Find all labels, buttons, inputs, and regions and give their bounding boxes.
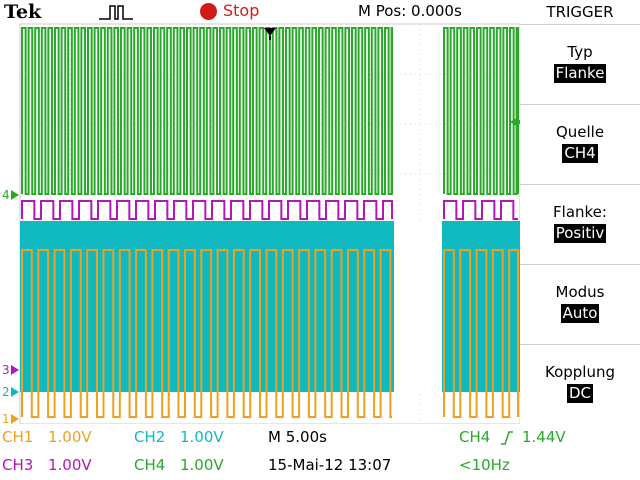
ch2-name: CH2 [134, 428, 166, 446]
ch1-marker-arrow [11, 414, 19, 424]
ch2-trace-block-left [20, 221, 394, 392]
timebase-readout: M 5.00s [268, 428, 327, 446]
stop-indicator-icon [200, 3, 217, 20]
ch3-trace [21, 200, 518, 220]
trigger-frequency-readout: <10Hz [459, 456, 510, 474]
ch1-trace [21, 249, 519, 418]
menu-item-source[interactable]: Quelle CH4 [520, 104, 640, 184]
ch3-name: CH3 [2, 456, 34, 474]
ch4-name: CH4 [134, 456, 166, 474]
ch1-scale: 1.00V [48, 428, 92, 446]
menu-item-source-value: CH4 [562, 144, 598, 163]
menu-item-type-value: Flanke [553, 64, 607, 83]
trigger-position-arrow-icon [264, 28, 276, 40]
ch1-marker-label: 1 [2, 412, 10, 426]
menu-item-mode-label: Modus [555, 283, 605, 301]
ch2-band-gap [394, 221, 442, 392]
ch2-marker-arrow [11, 387, 19, 397]
date-time-readout: 15-Mai-12 13:07 [268, 456, 392, 474]
ch1-marker: 1 [2, 412, 19, 426]
menu-item-slope-label: Flanke: [553, 203, 607, 221]
menu-item-type[interactable]: Typ Flanke [520, 24, 640, 104]
trigger-menu: Typ Flanke Quelle CH4 Flanke: Positiv Mo… [520, 24, 640, 424]
menu-item-coupling[interactable]: Kopplung DC [520, 344, 640, 424]
menu-item-mode[interactable]: Modus Auto [520, 264, 640, 344]
menu-item-coupling-label: Kopplung [544, 363, 615, 381]
trigger-level-arrow-icon [510, 117, 522, 127]
ch1-name: CH1 [2, 428, 34, 446]
acquisition-state: Stop [223, 1, 260, 20]
ch4-marker-label: 4 [2, 188, 10, 202]
ch3-scale: 1.00V [48, 456, 92, 474]
brand-logo: Tek [4, 1, 42, 23]
menu-item-slope[interactable]: Flanke: Positiv [520, 184, 640, 264]
ch4-marker-arrow [11, 190, 19, 200]
ch4-wave-path [21, 27, 519, 195]
ch2-scale: 1.00V [180, 428, 224, 446]
menu-title: TRIGGER [546, 3, 614, 21]
menu-item-mode-value: Auto [560, 304, 600, 323]
menu-item-source-label: Quelle [555, 123, 605, 141]
ch1-wave-path [21, 249, 519, 418]
rising-edge-icon [501, 431, 513, 445]
ch3-marker: 3 [2, 363, 19, 377]
menu-item-coupling-value: DC [566, 384, 594, 403]
ch4-scale: 1.00V [180, 456, 224, 474]
ch3-marker-label: 3 [2, 363, 10, 377]
pulse-icon [99, 5, 133, 20]
trigger-source-readout: CH4 [459, 428, 491, 446]
menu-item-type-label: Typ [567, 43, 593, 61]
status-bar: CH1 1.00V CH2 1.00V M 5.00s CH4 1.44V CH… [0, 424, 640, 480]
ch2-marker: 2 [2, 385, 19, 399]
status-top-bar: Tek Stop M Pos: 0.000s [0, 0, 520, 24]
menu-item-slope-value: Positiv [553, 224, 607, 243]
ch3-marker-arrow [11, 365, 19, 375]
ch3-wave-path [21, 200, 518, 220]
ch2-marker-label: 2 [2, 385, 10, 399]
trigger-level-readout: 1.44V [522, 428, 566, 446]
ch4-marker: 4 [2, 188, 19, 202]
main-position-readout: M Pos: 0.000s [358, 2, 462, 20]
ch4-trace [21, 27, 519, 195]
